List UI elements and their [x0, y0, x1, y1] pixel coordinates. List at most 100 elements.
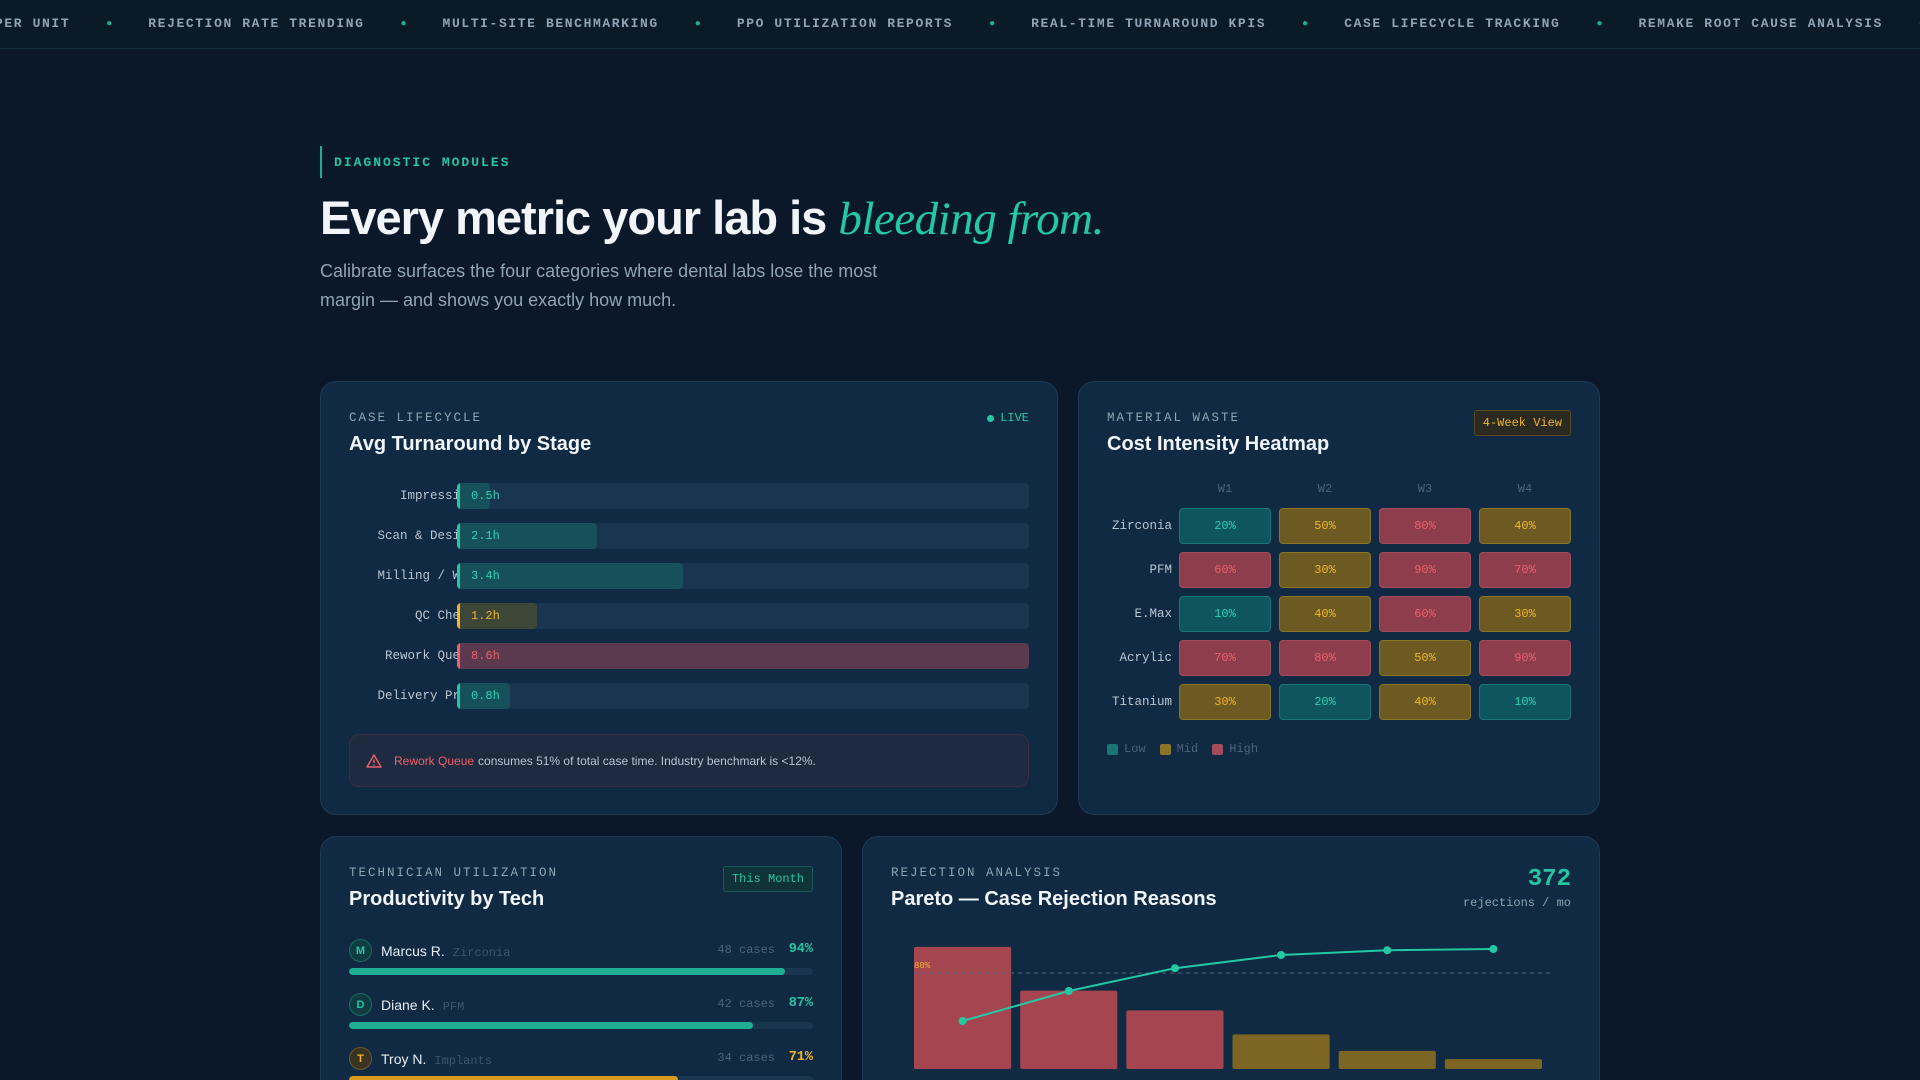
tech-utilization-pct: 71% [788, 1050, 813, 1065]
pareto-bar [1338, 1050, 1436, 1069]
utilization-track [349, 968, 813, 975]
legend-label: Mid [1176, 742, 1199, 756]
stage-label: Rework Queue [384, 649, 475, 663]
rejection-total-label: rejections / mo [1462, 896, 1571, 910]
pareto-bar [1232, 1034, 1330, 1069]
pareto-bar [914, 946, 1012, 1069]
heatmap-cell[interactable]: 80% [1379, 508, 1471, 544]
heatmap-cell[interactable]: 90% [1479, 640, 1571, 676]
hero-title-accent: bleeding from. [838, 193, 1104, 245]
avatar: T [349, 1047, 372, 1070]
heatmap-cell[interactable]: 70% [1179, 640, 1271, 676]
heatmap-cell[interactable]: 30% [1179, 684, 1271, 720]
stage-bar-row: QC Check 1.2h [321, 603, 1057, 629]
ticker-track: COST PER UNIT ● REJECTION RATE TRENDING ● MU… [0, 16, 1920, 31]
heatmap-cell[interactable]: 20% [1179, 508, 1271, 544]
live-indicator: LIVE [987, 411, 1029, 425]
ticker-dot-icon: ● [1596, 18, 1603, 29]
rejection-card: REJECTION ANALYSIS Pareto — Case Rejecti… [862, 836, 1600, 1080]
waste-title: Cost Intensity Heatmap [1107, 433, 1330, 455]
stage-value: 3.4h [471, 569, 500, 583]
stage-bar-track: 2.1h [457, 523, 1029, 549]
stage-bar-fill [457, 643, 1029, 669]
heatmap-cell[interactable]: 40% [1379, 684, 1471, 720]
heatmap-cell[interactable]: 10% [1179, 596, 1271, 632]
heatmap-cell[interactable]: 20% [1279, 684, 1371, 720]
cumulative-point [1277, 951, 1286, 959]
hero-title: Every metric your lab is bleeding from. [320, 190, 1104, 246]
legend-label: High [1229, 742, 1259, 756]
heatmap-cell[interactable]: 40% [1279, 596, 1371, 632]
avatar: M [349, 939, 372, 962]
legend-item: High [1212, 742, 1258, 756]
week-header: W3 [1417, 482, 1433, 496]
stage-bar-fill [457, 523, 597, 549]
tech-name-text: Troy N. [381, 1051, 427, 1067]
avatar: D [349, 993, 372, 1016]
lifecycle-title: Avg Turnaround by Stage [349, 433, 592, 455]
pareto-bar [1444, 1059, 1542, 1069]
stage-bar-track: 0.5h [457, 483, 1029, 509]
ticker-dot-icon: ● [989, 18, 996, 29]
heatmap-cell[interactable]: 80% [1279, 640, 1371, 676]
stage-bar-fill [457, 483, 490, 509]
utilization-fill [349, 968, 786, 975]
stage-label: Scan & Design [377, 529, 475, 543]
stage-bar-edge [457, 523, 460, 549]
legend-swatch [1159, 743, 1171, 755]
rejection-eyebrow: REJECTION ANALYSIS [891, 866, 1063, 880]
ticker-dot-icon: ● [106, 18, 113, 29]
stage-bar-track: 1.2h [457, 603, 1029, 629]
cumulative-line [962, 948, 1494, 1022]
cost-heatmap: W1 W2 W3 W4 Zirconia 20% 50% 80% 40% PFM 60% 30% 90%… [1079, 382, 1599, 814]
stage-value: 8.6h [471, 649, 500, 663]
tech-name: Marcus R. Zirconia [381, 943, 510, 960]
ticker-dot-icon: ● [400, 18, 407, 29]
tech-utilization-pct: 94% [788, 942, 813, 957]
stage-bar-track: 8.6h [457, 643, 1029, 669]
heatmap-cell[interactable]: 70% [1479, 552, 1571, 588]
heatmap-cell[interactable]: 60% [1379, 596, 1471, 632]
cumulative-point [1489, 945, 1498, 953]
stage-bar-row: Milling / Wax 3.4h [321, 563, 1057, 589]
stage-bar-row: Delivery Prep 0.8h [321, 683, 1057, 709]
tech-case-count: 42 cases [717, 997, 775, 1011]
legend-label: Low [1124, 742, 1146, 756]
week-header: W2 [1317, 482, 1333, 496]
utilization-fill [349, 1076, 679, 1080]
stage-label: Delivery Prep [377, 689, 475, 703]
stage-value: 2.1h [471, 529, 500, 543]
heatmap-legend: Low Mid High [1107, 742, 1258, 756]
legend-swatch [1212, 743, 1224, 755]
tech-specialty: Implants [434, 1054, 492, 1068]
legend-item: Low [1107, 742, 1146, 756]
four-week-view-toggle[interactable]: 4-Week View [1473, 410, 1571, 436]
warning-icon [366, 753, 382, 768]
material-label: E.Max [1134, 607, 1172, 621]
heatmap-cell[interactable]: 10% [1479, 684, 1571, 720]
heatmap-cell[interactable]: 40% [1479, 508, 1571, 544]
stage-bar-track: 0.8h [457, 683, 1029, 709]
cumulative-point [1064, 987, 1073, 995]
heatmap-cell[interactable]: 50% [1279, 508, 1371, 544]
stage-bar-edge [457, 643, 460, 669]
heatmap-cell[interactable]: 50% [1379, 640, 1471, 676]
this-month-toggle[interactable]: This Month [722, 866, 813, 892]
stage-label: Milling / Wax [377, 569, 475, 583]
alert-text: consumes 51% of total case time. Industr… [478, 753, 816, 768]
material-label: PFM [1149, 563, 1172, 577]
cumulative-point [1170, 964, 1179, 973]
pareto-chart: 80% [914, 945, 1551, 1069]
tech-name-text: Diane K. [381, 997, 435, 1013]
utilization-fill [349, 1022, 753, 1029]
heatmap-cell[interactable]: 30% [1479, 596, 1571, 632]
tech-eyebrow: TECHNICIAN UTILIZATION [349, 866, 559, 880]
section-eyebrow-label: DIAGNOSTIC MODULES [334, 154, 511, 170]
stage-bar-edge [457, 603, 460, 629]
week-header: W4 [1517, 482, 1533, 496]
ticker-dot-icon: ● [1302, 18, 1309, 29]
heatmap-cell[interactable]: 90% [1379, 552, 1471, 588]
heatmap-cell[interactable]: 30% [1279, 552, 1371, 588]
heatmap-cell[interactable]: 60% [1179, 552, 1271, 588]
legend-swatch [1107, 743, 1118, 755]
